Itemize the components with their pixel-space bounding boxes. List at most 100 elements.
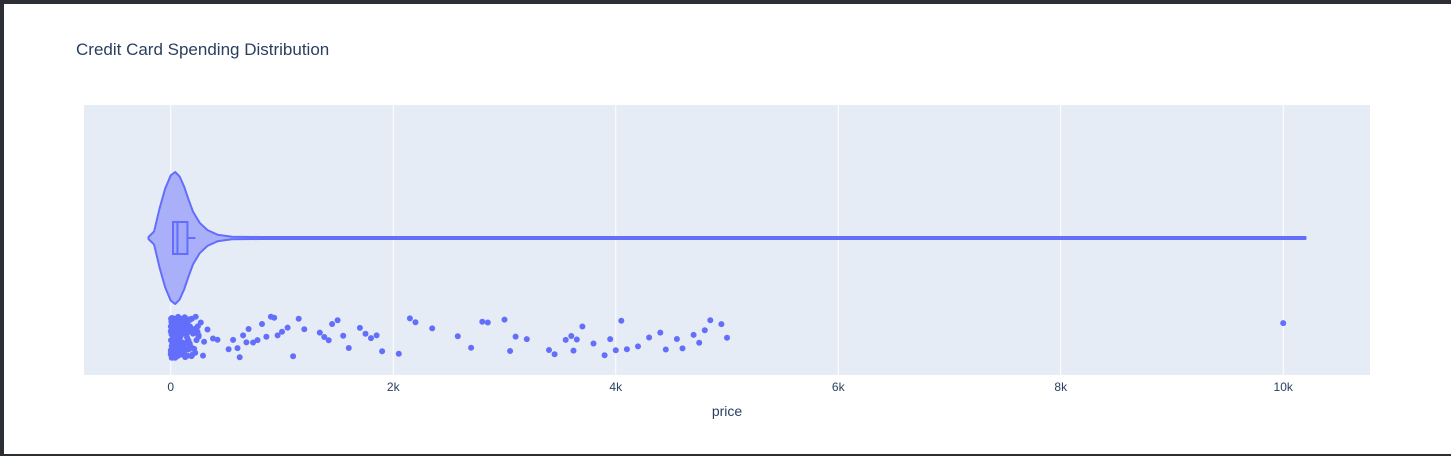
data-point [225,346,232,353]
violin-box [171,221,189,255]
data-point [321,334,328,340]
data-point [301,326,308,333]
data-point [263,333,270,340]
data-point [177,322,184,329]
data-point [340,332,347,339]
data-point [673,336,680,342]
data-point [329,321,336,327]
data-point [679,345,686,352]
data-point [368,335,374,342]
data-point [635,343,641,350]
data-point [189,351,196,358]
data-point [193,337,200,344]
data-point [657,329,664,336]
data-point [334,317,341,324]
data-point [210,335,216,342]
data-point [406,315,413,322]
points-layer [167,313,1287,361]
data-point [718,321,725,328]
data-point [168,343,175,350]
data-point [579,323,586,330]
data-point [696,339,703,346]
data-point [356,324,363,331]
data-point [551,351,558,358]
data-point [454,333,461,340]
data-point [707,317,714,324]
x-tick-label: 0 [167,380,174,394]
data-point [362,330,369,337]
data-point [618,317,625,324]
data-point [169,336,176,343]
data-point [192,313,199,320]
data-point [325,337,332,344]
data-point [523,336,530,343]
data-point [230,336,237,343]
data-point [546,347,552,353]
data-point [512,333,519,340]
data-point [186,317,193,324]
data-point [484,319,491,326]
data-point [179,339,186,346]
x-tick-label: 4k [609,380,623,394]
data-point [170,320,177,327]
chart-svg: 0 2k 4k 6k 8k 10k Credit Card Spending Distri… [76,40,1370,419]
chart-container: 0 2k 4k 6k 8k 10k Credit Card Spending Distri… [4,4,1451,454]
data-point [429,325,436,332]
data-point [501,316,508,323]
data-point [507,348,514,354]
data-point [259,321,265,327]
data-point [236,354,243,361]
data-point [254,337,261,344]
data-point [184,329,191,336]
data-point [562,336,569,343]
data-point [568,333,575,339]
data-point [662,346,669,353]
data-point [279,328,285,335]
chart-title: Credit Card Spending Distribution [76,40,329,59]
data-point [204,326,211,333]
data-point [1280,320,1287,327]
violin-body [147,171,1307,305]
data-point [290,353,297,360]
x-tick-labels: 0 2k 4k 6k 8k 10k [167,380,1293,394]
data-point [612,347,619,354]
data-point [724,334,730,341]
x-tick-label: 6k [832,380,846,394]
data-point [468,344,475,351]
data-point [379,348,386,355]
data-point [192,329,199,336]
data-point [412,319,419,326]
data-point [173,353,179,360]
data-point [200,352,206,359]
data-point [243,339,250,346]
data-point [240,332,247,339]
data-point [601,352,608,359]
data-point [623,346,630,353]
data-point [345,345,352,351]
data-point [173,345,180,352]
data-point [274,332,281,339]
violin-layer [147,171,1307,305]
data-point [184,334,190,341]
data-point [201,338,208,345]
x-tick-label: 2k [387,380,401,394]
data-point [185,346,192,353]
x-axis-label: price [712,403,743,419]
data-point [245,326,252,332]
data-point [479,318,486,325]
data-point [187,323,193,330]
data-point [295,315,302,322]
data-point [573,336,580,343]
data-point [214,336,221,343]
data-point [701,327,708,334]
data-point [395,350,402,357]
x-tick-label: 10k [1274,380,1294,394]
data-point [284,324,291,331]
data-point [373,332,380,339]
x-tick-label: 8k [1054,380,1068,394]
data-point [316,329,323,336]
data-point [607,336,614,343]
data-point [271,314,278,321]
data-point [180,349,187,356]
data-point [570,347,577,354]
